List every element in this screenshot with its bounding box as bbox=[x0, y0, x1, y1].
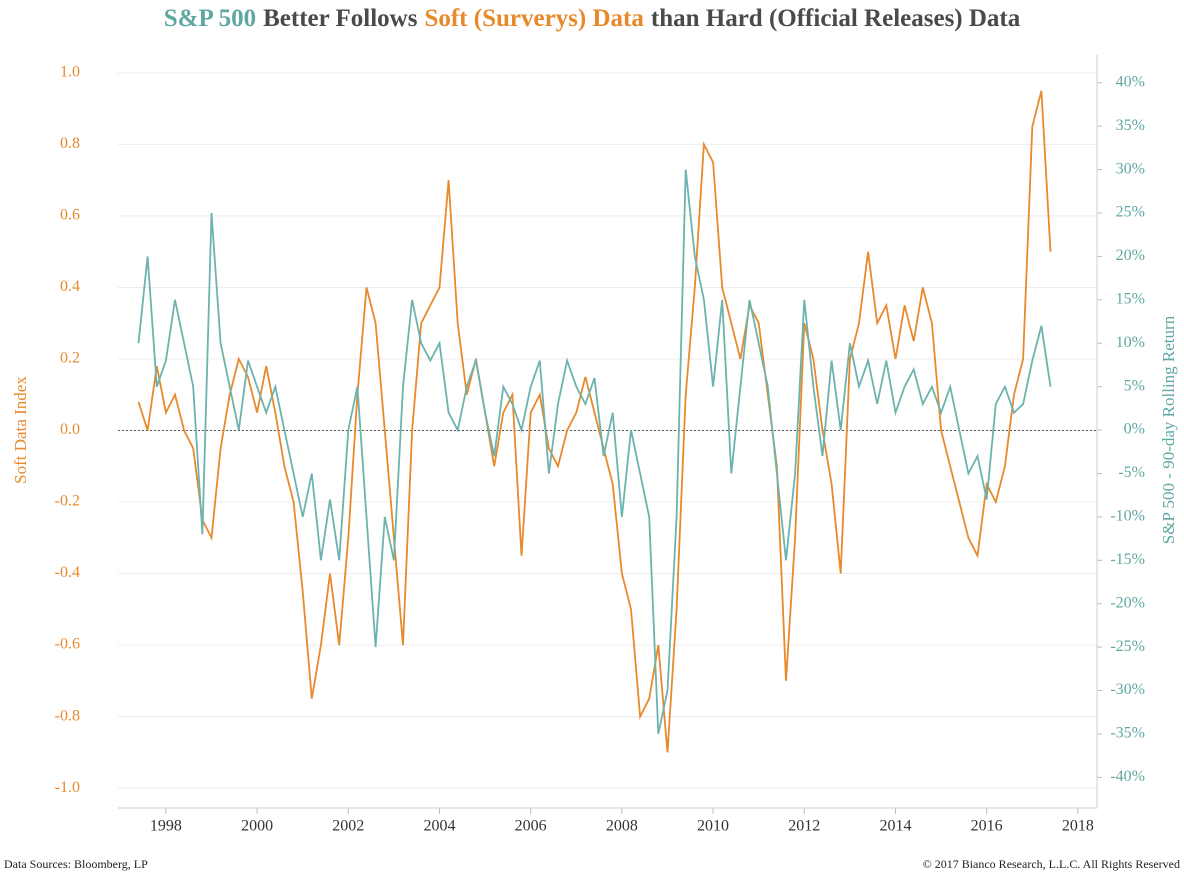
x-tick-label: 2000 bbox=[241, 818, 273, 835]
y-tick-label: 0.4 bbox=[60, 278, 80, 295]
y2-tick-label: 0% bbox=[1124, 421, 1145, 438]
y-tick-label: 0.2 bbox=[60, 350, 80, 367]
y2-tick-label: -35% bbox=[1110, 725, 1145, 742]
y2-tick-label: 15% bbox=[1116, 291, 1145, 308]
source-note: Data Sources: Bloomberg, LP bbox=[4, 857, 148, 871]
y2-tick-label: 30% bbox=[1116, 160, 1145, 177]
x-tick-label: 2016 bbox=[971, 818, 1003, 835]
x-tick-label: 2008 bbox=[606, 818, 638, 835]
x-tick-label: 2018 bbox=[1062, 818, 1094, 835]
y-tick-label: -0.4 bbox=[55, 564, 80, 581]
y-tick-label: -0.2 bbox=[55, 493, 80, 510]
y2-tick-label: -20% bbox=[1110, 594, 1145, 611]
x-tick-label: 2012 bbox=[788, 818, 820, 835]
y2-tick-label: 25% bbox=[1116, 204, 1145, 221]
x-tick-label: 2002 bbox=[332, 818, 364, 835]
x-tick-label: 2004 bbox=[423, 818, 455, 835]
y-tick-label: -0.8 bbox=[55, 707, 80, 724]
y2-tick-label: 5% bbox=[1124, 377, 1145, 394]
x-tick-label: 2010 bbox=[697, 818, 729, 835]
title-part: S&P 500 bbox=[164, 5, 256, 32]
y2-tick-label: -10% bbox=[1110, 508, 1145, 525]
y-tick-label: 1.0 bbox=[60, 64, 80, 81]
y2-tick-label: 10% bbox=[1116, 334, 1145, 351]
x-tick-label: 1998 bbox=[150, 818, 182, 835]
title-part: than Hard (Official Releases) Data bbox=[651, 5, 1021, 32]
x-tick-label: 2006 bbox=[515, 818, 547, 835]
series-line bbox=[137, 90, 1052, 753]
y2-tick-label: -40% bbox=[1110, 768, 1145, 785]
y2-axis-label: S&P 500 - 90-day Rolling Return bbox=[1159, 315, 1178, 544]
y-tick-label: 0.0 bbox=[60, 421, 80, 438]
y-tick-label: -0.6 bbox=[55, 636, 80, 653]
y-tick-label: -1.0 bbox=[55, 779, 80, 796]
series-line bbox=[137, 169, 1052, 735]
y-axis-label: Soft Data Index bbox=[11, 376, 30, 484]
y2-tick-label: -25% bbox=[1110, 638, 1145, 655]
x-tick-label: 2014 bbox=[879, 818, 911, 835]
title-part: Better Follows bbox=[263, 5, 418, 32]
copyright-note: © 2017 Bianco Research, L.L.C. All Right… bbox=[923, 857, 1180, 871]
y2-tick-label: 40% bbox=[1116, 73, 1145, 90]
y2-tick-label: -30% bbox=[1110, 681, 1145, 698]
y2-tick-label: 35% bbox=[1116, 117, 1145, 134]
y-tick-label: 0.8 bbox=[60, 135, 80, 152]
y2-tick-label: -5% bbox=[1118, 464, 1145, 481]
y2-tick-label: 20% bbox=[1116, 247, 1145, 264]
y2-tick-label: -15% bbox=[1110, 551, 1145, 568]
title-part: Soft (Surverys) Data bbox=[424, 5, 644, 32]
chart-title: S&P 500 Better Follows Soft (Surverys) Dat… bbox=[164, 5, 1021, 32]
y-tick-label: 0.6 bbox=[60, 207, 80, 224]
